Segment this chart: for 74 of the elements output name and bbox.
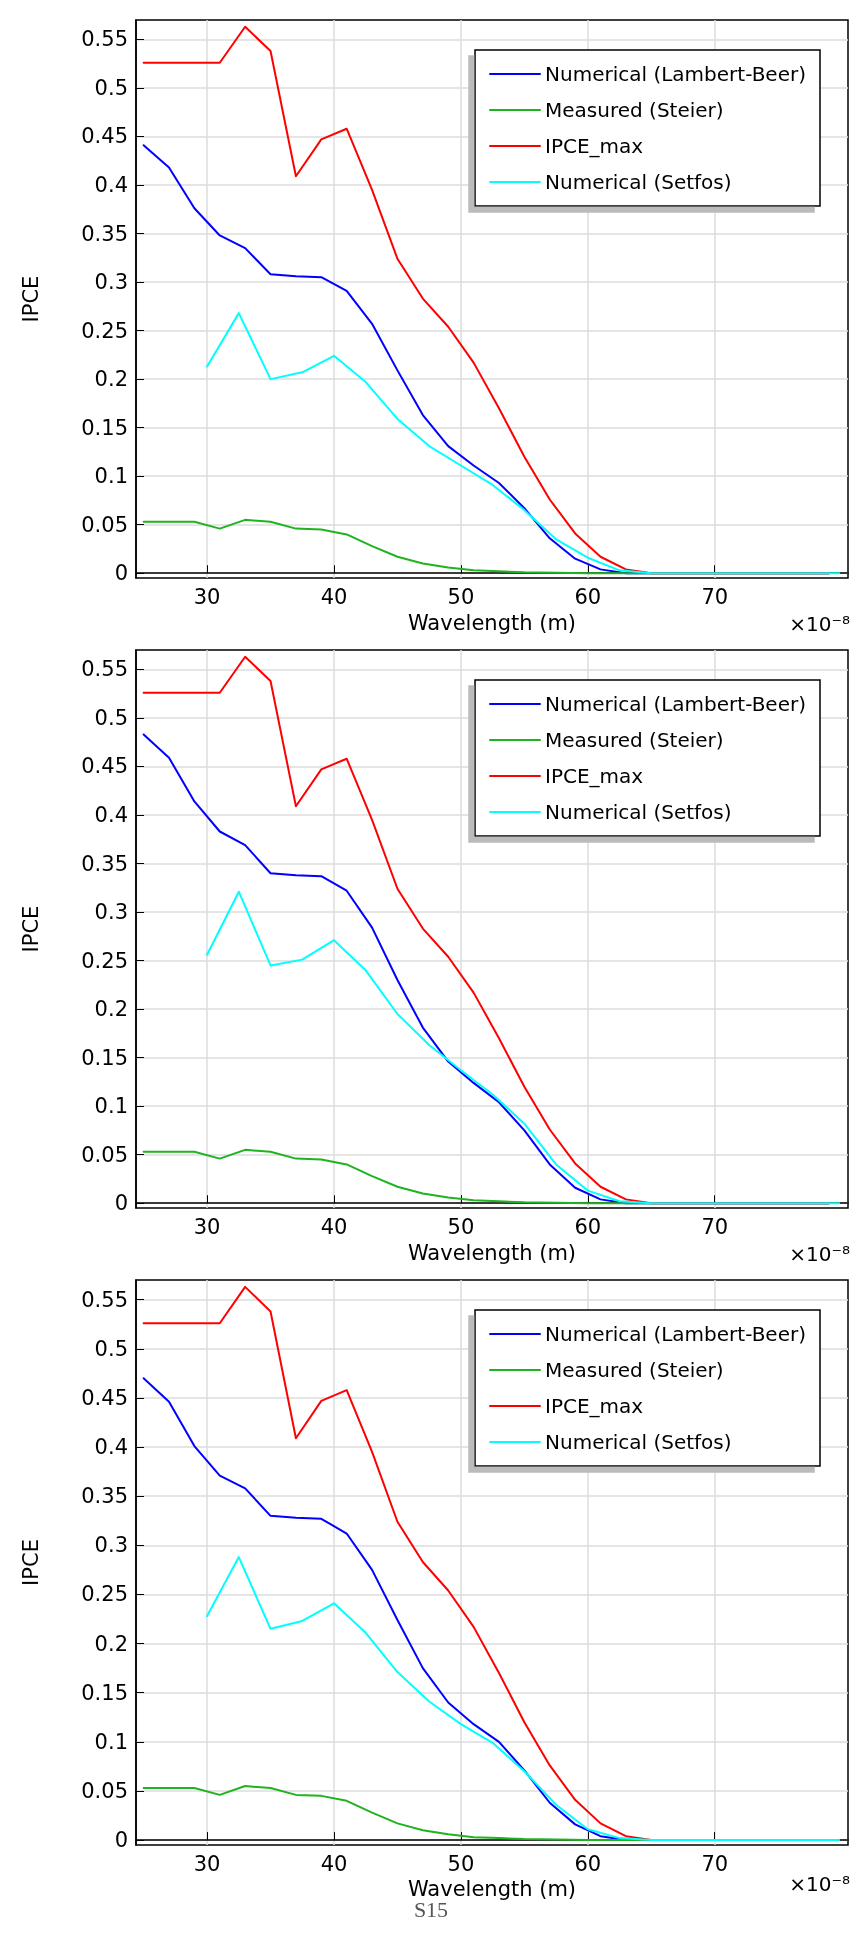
y-tick-label: 0.25 <box>81 1582 128 1607</box>
x-tick-label: 60 <box>574 584 602 609</box>
y-axis-title: IPCE <box>18 275 43 323</box>
text: ×10⁻⁸ <box>789 1242 850 1266</box>
x-tick-label: 30 <box>193 1851 221 1876</box>
x-tick-label: 50 <box>447 1851 475 1876</box>
legend-label: Numerical (Setfos) <box>545 1430 732 1454</box>
y-tick-label: 0.2 <box>94 1631 128 1656</box>
y-tick-label: 0.4 <box>94 173 128 197</box>
y-tick-label: 0.45 <box>81 124 128 149</box>
legend-label: Measured (Steier) <box>545 98 724 122</box>
y-axis-title: IPCE <box>18 905 43 953</box>
legend-label: Numerical (Lambert-Beer) <box>545 1322 807 1346</box>
x-tick-label: 40 <box>320 1214 348 1239</box>
y-tick-label: 0.55 <box>81 27 128 52</box>
y-tick-label: 0.5 <box>94 75 128 100</box>
y-tick-label: 0.1 <box>94 464 128 489</box>
y-tick-label: 0.1 <box>94 1729 128 1754</box>
x-tick-label: 70 <box>701 1851 729 1876</box>
line-series <box>206 312 841 575</box>
y-tick-label: 0.5 <box>94 705 128 730</box>
y-tick-label: 0.15 <box>81 1045 128 1070</box>
x-axis-title: Wavelength (m) <box>407 610 577 635</box>
legend-label: IPCE_max <box>545 134 644 158</box>
legend-label: Numerical (Setfos) <box>545 170 732 194</box>
legend-label: Numerical (Lambert-Beer) <box>545 62 807 86</box>
y-tick-label: 0.35 <box>81 221 128 246</box>
x-tick-label: 70 <box>701 1214 729 1239</box>
y-tick-label: 0.5 <box>94 1336 128 1361</box>
legend-label: IPCE_max <box>545 1394 644 1418</box>
y-tick-label: 0.4 <box>94 1435 128 1460</box>
x-tick-label: 70 <box>701 584 729 609</box>
text: ×10⁻⁸ <box>789 1872 850 1896</box>
y-tick-label: 0.2 <box>94 997 128 1022</box>
y-tick-label: 0.3 <box>94 270 128 295</box>
y-tick-label: 0 <box>114 1191 128 1216</box>
y-tick-label: 0.15 <box>81 1680 128 1705</box>
x-tick-label: 40 <box>320 1851 348 1876</box>
legend-label: IPCE_max <box>545 764 644 788</box>
y-tick-label: 0.3 <box>94 900 128 925</box>
x-axis-title: Wavelength (m) <box>407 1240 577 1265</box>
text: ×10⁻⁸ <box>789 612 850 636</box>
x-tick-label: 30 <box>193 584 221 609</box>
x-tick-label: 40 <box>320 584 348 609</box>
legend-label: Numerical (Setfos) <box>545 800 732 824</box>
legend-label: Measured (Steier) <box>545 1358 724 1382</box>
y-tick-label: 0.35 <box>81 1484 128 1509</box>
y-tick-label: 0 <box>114 561 128 586</box>
x-tick-label: 50 <box>447 584 475 609</box>
line-series <box>206 890 841 1205</box>
x-tick-label: 60 <box>574 1851 602 1876</box>
y-tick-label: 0.25 <box>81 318 128 343</box>
x-tick-label: 30 <box>193 1214 221 1239</box>
y-tick-label: 0.3 <box>94 1533 128 1558</box>
legend-label: Measured (Steier) <box>545 728 724 752</box>
y-tick-label: 0.45 <box>81 1385 128 1410</box>
x-tick-label: 60 <box>574 1214 602 1239</box>
y-axis-title: IPCE <box>18 1539 43 1586</box>
line-series <box>206 1556 841 1842</box>
y-tick-label: 0.25 <box>81 948 128 973</box>
y-tick-label: 0.4 <box>94 803 128 827</box>
y-tick-label: 0.1 <box>94 1094 128 1119</box>
y-tick-label: 0.15 <box>81 415 128 440</box>
y-tick-label: 0.05 <box>81 512 128 537</box>
y-tick-label: 0.55 <box>81 657 128 682</box>
y-tick-label: 0.55 <box>81 1287 128 1312</box>
legend-label: Numerical (Lambert-Beer) <box>545 692 807 716</box>
y-tick-label: 0.35 <box>81 851 128 876</box>
y-tick-label: 0.05 <box>81 1778 128 1803</box>
y-tick-label: 0.05 <box>81 1142 128 1167</box>
x-tick-label: 50 <box>447 1214 475 1239</box>
y-tick-label: 0 <box>114 1828 128 1853</box>
y-tick-label: 0.2 <box>94 367 128 392</box>
y-tick-label: 0.45 <box>81 754 128 779</box>
